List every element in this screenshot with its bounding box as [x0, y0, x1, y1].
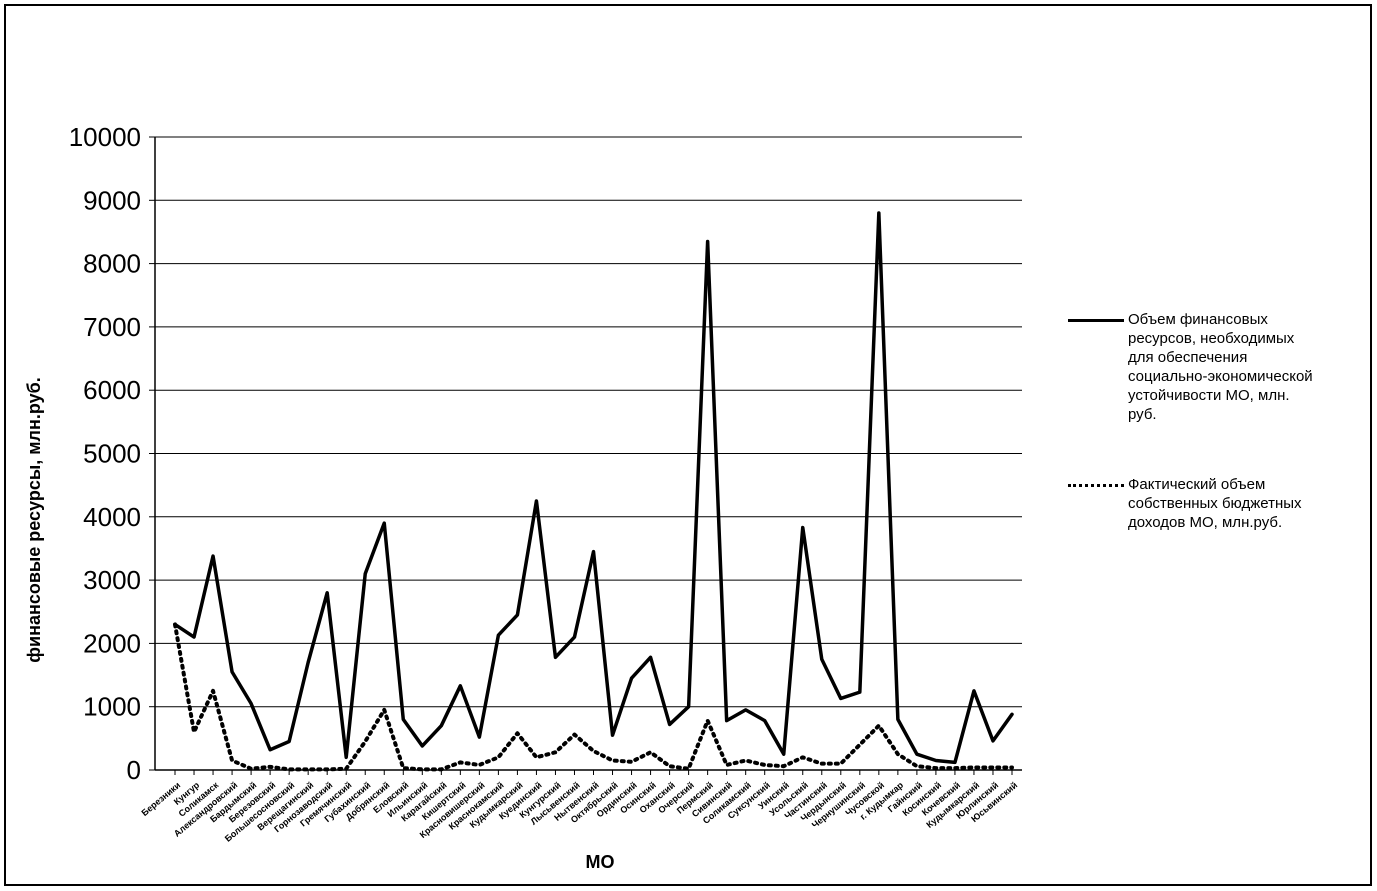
y-tick-label: 4000	[83, 502, 141, 532]
y-tick-label: 6000	[83, 375, 141, 405]
y-tick-label: 2000	[83, 628, 141, 658]
y-tick-label: 3000	[83, 565, 141, 595]
y-tick-label: 9000	[83, 185, 141, 215]
legend-swatch	[1068, 319, 1124, 322]
legend-label: Объем финансовых ресурсов, необходимых д…	[1128, 311, 1313, 423]
legend-label: Фактический объем собственных бюджетных …	[1128, 476, 1302, 531]
y-tick-label: 10000	[69, 122, 141, 152]
y-tick-label: 5000	[83, 439, 141, 469]
chart-border	[4, 4, 1372, 886]
x-axis-title: МО	[586, 852, 615, 872]
y-tick-label: 1000	[83, 692, 141, 722]
y-axis-title: финансовые ресурсы, млн.руб.	[24, 377, 44, 662]
legend-swatch	[1068, 484, 1124, 487]
y-tick-label: 0	[127, 755, 141, 785]
series-line	[173, 211, 1014, 765]
y-tick-label: 7000	[83, 312, 141, 342]
y-tick-label: 8000	[83, 249, 141, 279]
series-line	[173, 622, 1014, 772]
